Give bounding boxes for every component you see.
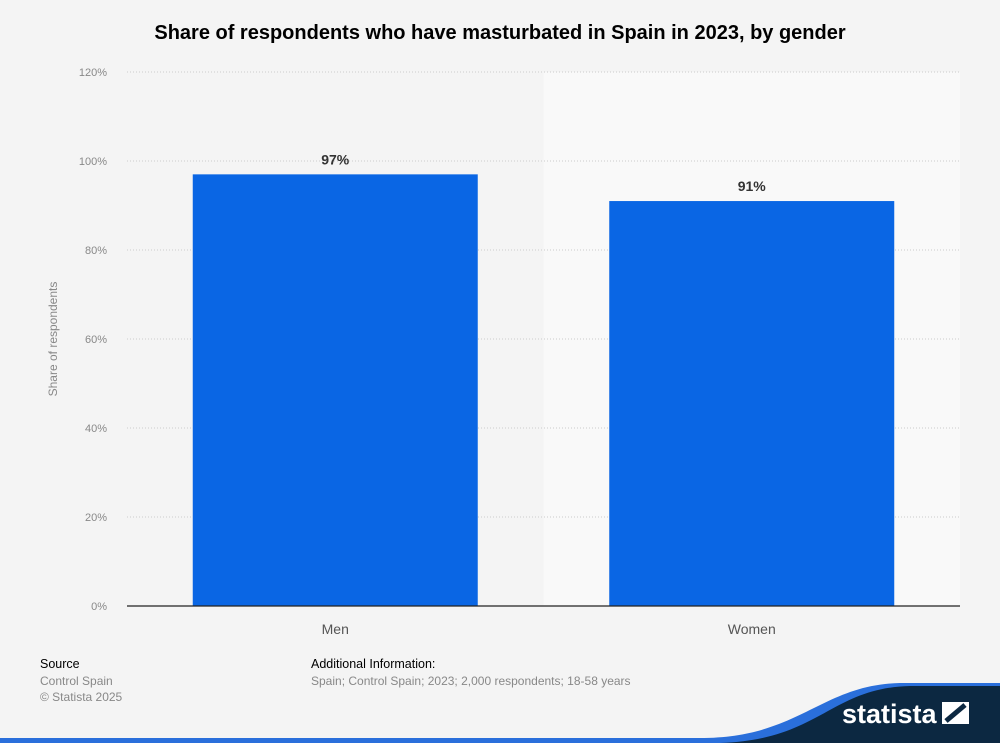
y-tick-label: 20% [85,512,107,524]
bar-women [609,201,895,607]
y-tick-label: 0% [91,601,107,613]
bar-chart: 0% 20% 40% 60% 80% 100% 120% Share of responden… [46,67,960,637]
data-label: 91% [738,178,767,194]
y-tick-label: 80% [85,245,107,257]
data-label: 97% [321,151,350,167]
statista-banner: statista [0,683,1000,743]
bar-men [192,174,478,606]
source-link[interactable]: Control Spain [40,674,113,688]
y-tick-label: 120% [79,67,107,79]
y-axis-label: Share of respondents [46,282,60,397]
x-tick-label: Men [322,621,349,637]
info-text: Spain; Control Spain; 2023; 2,000 respon… [311,674,631,688]
statista-logo[interactable]: statista [842,699,969,729]
info-heading: Additional Information: [311,657,436,671]
copyright: © Statista 2025 [40,690,123,704]
x-tick-label: Women [728,621,776,637]
y-tick-label: 60% [85,334,107,346]
y-tick-label: 40% [85,423,107,435]
chart-title: Share of respondents who have masturbate… [154,22,846,44]
svg-text:statista: statista [842,699,938,729]
y-tick-label: 100% [79,156,107,168]
source-heading: Source [40,657,80,671]
